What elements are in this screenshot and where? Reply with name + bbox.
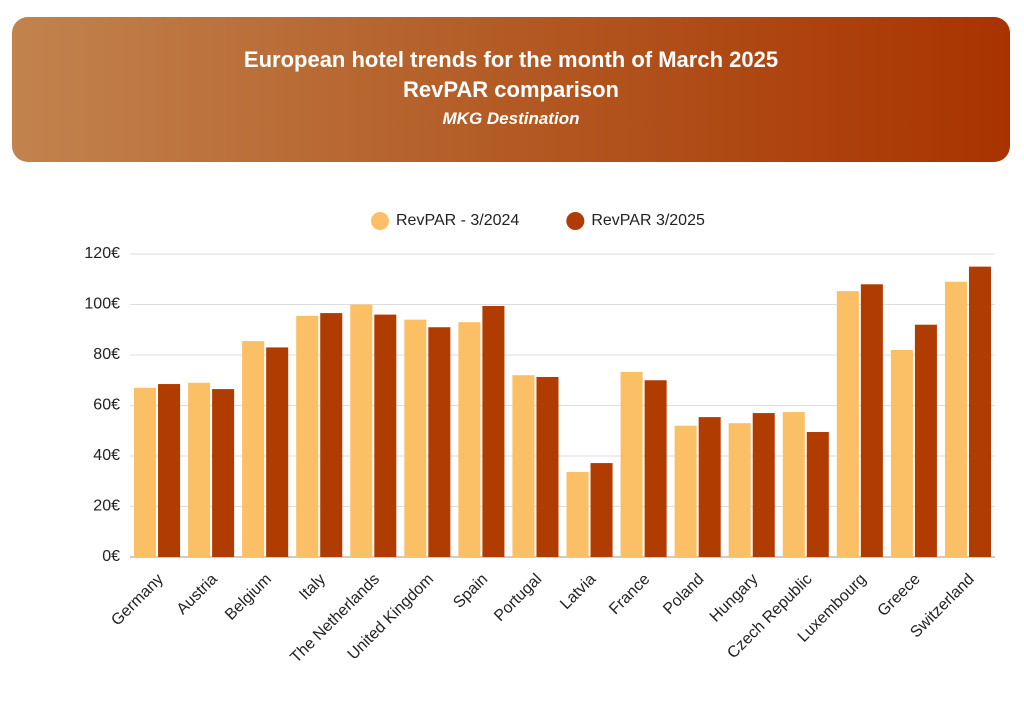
x-tick-label: Hungary — [707, 571, 762, 626]
bar — [782, 412, 805, 557]
x-tick-label: Spain — [450, 571, 491, 612]
bar — [914, 324, 937, 557]
bar — [860, 284, 883, 557]
bar — [644, 380, 667, 557]
bar — [134, 387, 157, 557]
bar — [350, 304, 373, 557]
legend-swatch[interactable] — [566, 212, 585, 230]
bar — [482, 306, 505, 557]
header: European hotel trends for the month of M… — [12, 17, 1010, 162]
bar — [890, 349, 913, 557]
bar — [944, 281, 967, 557]
chart-subtitle: RevPAR comparison — [403, 77, 619, 102]
bar — [590, 463, 613, 557]
bar — [512, 375, 535, 557]
y-tick-label: 20€ — [93, 498, 120, 515]
x-tick-label: Portugal — [491, 571, 545, 625]
bar — [674, 425, 697, 557]
bar — [242, 341, 265, 557]
y-tick-label: 40€ — [93, 447, 120, 464]
y-tick-label: 0€ — [102, 548, 120, 565]
x-tick-label: Italy — [296, 571, 329, 604]
bar — [728, 423, 751, 557]
bar — [458, 322, 481, 557]
legend-swatch[interactable] — [371, 212, 389, 230]
bar — [296, 315, 319, 557]
legend-label[interactable]: RevPAR - 3/2024 — [396, 212, 519, 229]
bar — [536, 376, 559, 557]
bar — [428, 327, 451, 557]
bar — [266, 347, 289, 557]
y-tick-label: 100€ — [84, 296, 120, 313]
bar — [836, 291, 859, 557]
bar — [698, 417, 721, 557]
chart-caption: MKG Destination — [442, 109, 580, 128]
bar — [212, 389, 235, 557]
x-tick-label: Greece — [875, 571, 924, 620]
x-tick-label: Latvia — [557, 571, 599, 613]
y-tick-label: 60€ — [93, 397, 120, 414]
bar — [566, 471, 589, 557]
y-tick-label: 120€ — [84, 245, 120, 262]
y-tick-label: 80€ — [93, 346, 120, 363]
bar — [752, 413, 775, 557]
x-tick-label: Poland — [660, 571, 707, 618]
x-tick-label: France — [606, 571, 653, 618]
bar — [374, 314, 397, 557]
bar — [404, 319, 427, 557]
bar — [620, 371, 643, 557]
x-tick-label: Belgium — [222, 571, 275, 624]
bar — [806, 432, 829, 557]
bar — [968, 266, 991, 557]
bar — [320, 313, 343, 557]
legend-label[interactable]: RevPAR 3/2025 — [591, 212, 705, 229]
x-tick-label: Germany — [108, 571, 167, 630]
bar — [158, 384, 181, 557]
x-tick-label: Austria — [174, 571, 221, 618]
chart-title: European hotel trends for the month of M… — [243, 47, 779, 72]
bar — [188, 382, 211, 557]
